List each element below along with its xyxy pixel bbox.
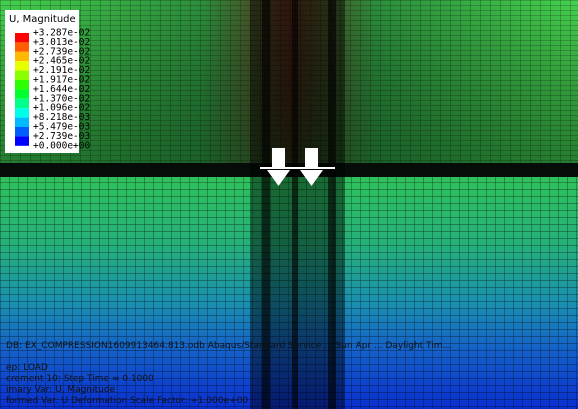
info-line: DB: EX_COMPRESSION1609913464.813.odb Aba…	[6, 341, 451, 351]
legend-swatch	[15, 127, 29, 136]
legend-swatch	[15, 136, 29, 145]
legend-title: U, Magnitude	[9, 14, 76, 25]
page: U, Magnitude +3.287e-02+3.013e-02+2.739e…	[0, 0, 578, 409]
legend-swatch	[15, 89, 29, 98]
legend-swatch	[15, 33, 29, 42]
legend-level: +0.000e+00	[33, 140, 90, 151]
viewport: U, Magnitude +3.287e-02+3.013e-02+2.739e…	[0, 0, 578, 409]
arrow-shaft	[272, 148, 285, 168]
legend: U, Magnitude +3.287e-02+3.013e-02+2.739e…	[5, 10, 90, 153]
info-line: crement 10: Step Time = 0.1000	[6, 374, 154, 384]
load-line	[260, 167, 335, 169]
legend-swatch	[15, 71, 29, 80]
legend-swatch	[15, 108, 29, 117]
info-line: formed Var: U Deformation Scale Factor: …	[6, 396, 248, 406]
legend-swatch	[15, 80, 29, 89]
legend-swatch	[15, 61, 29, 70]
legend-swatch	[15, 99, 29, 108]
info-line: ep: LOAD	[6, 363, 48, 373]
arrow-shaft	[305, 148, 318, 168]
legend-swatch	[15, 42, 29, 51]
info-line: imary Var: U, Magnitude	[6, 385, 116, 395]
legend-swatch	[15, 118, 29, 127]
legend-swatch	[15, 52, 29, 61]
